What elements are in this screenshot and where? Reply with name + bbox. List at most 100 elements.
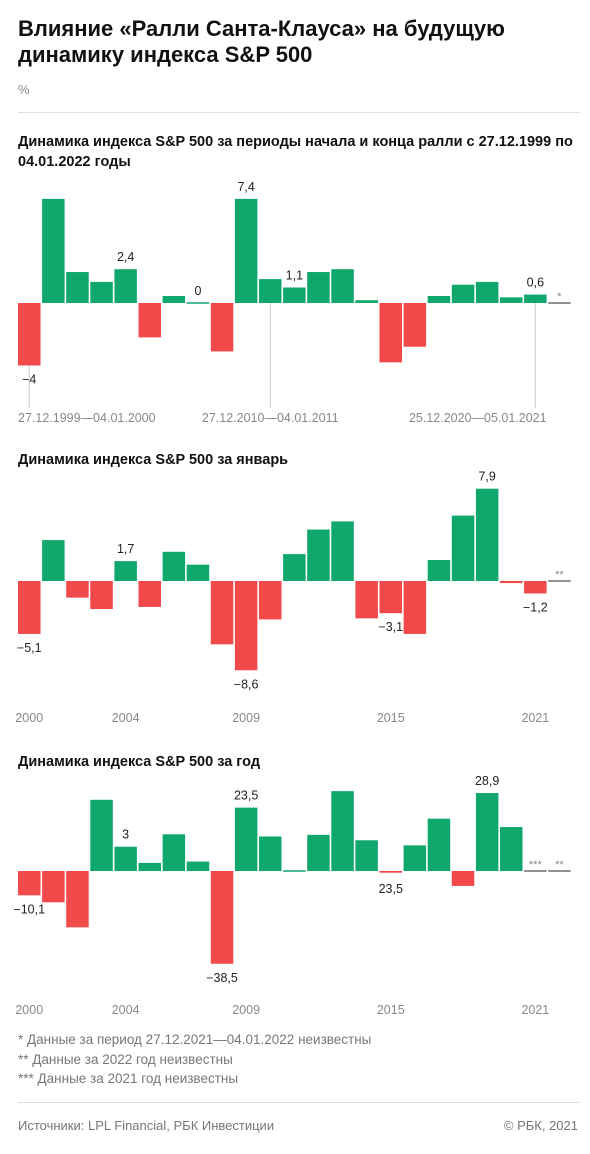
x-tick-label: 2021	[521, 1003, 549, 1017]
bar	[379, 871, 402, 873]
bar	[283, 554, 306, 581]
x-tick-label: 2015	[377, 711, 405, 725]
footnote: * Данные за период 27.12.2021—04.01.2022…	[18, 1032, 372, 1047]
data-label: −10,1	[13, 902, 45, 916]
bar	[331, 269, 354, 303]
bar	[186, 861, 210, 871]
bar	[500, 827, 523, 871]
bar	[355, 581, 378, 619]
bar	[500, 297, 523, 303]
chart-title-rally: Динамика индекса S&P 500 за периоды нача…	[18, 134, 573, 170]
data-label: 1,7	[117, 542, 134, 556]
chart-rally: −4 2,4 0 7,4 1,1 0,6 * 27.12.1999—04.01.2000 27.…	[18, 180, 571, 425]
bar	[403, 581, 427, 634]
bar	[259, 836, 282, 871]
bar	[234, 581, 258, 671]
bar	[331, 521, 354, 581]
bar	[162, 295, 186, 303]
bar	[307, 529, 330, 581]
missing-data-marker: **	[555, 859, 564, 871]
bar	[451, 871, 475, 886]
data-label: −1,2	[523, 600, 548, 614]
chart-title-year: Динамика индекса S&P 500 за год	[18, 754, 261, 770]
data-label: −8,6	[234, 677, 259, 691]
bar	[138, 303, 161, 338]
chart-title-january: Динамика индекса S&P 500 за январь	[18, 452, 289, 468]
data-label: 3	[122, 828, 129, 842]
x-tick-label: 2015	[377, 1003, 405, 1017]
bar	[18, 581, 41, 634]
x-tick-label: 2009	[232, 711, 260, 725]
bar	[162, 834, 186, 871]
bar	[475, 281, 499, 303]
data-label: −4	[22, 373, 36, 387]
x-tick-label: 2009	[232, 1003, 260, 1017]
bar	[90, 281, 113, 303]
bar	[210, 871, 234, 964]
data-label: 0,6	[527, 276, 544, 290]
bar	[18, 303, 41, 366]
bar	[114, 561, 137, 581]
bar	[283, 287, 306, 303]
x-tick-label: 2004	[112, 711, 140, 725]
x-tick-label: 2000	[15, 711, 43, 725]
header-divider	[18, 112, 580, 113]
bar	[259, 581, 282, 620]
chart-year: −10,13−38,523,523,528,9*** **2000 2004 2009…	[13, 774, 571, 1017]
bar	[427, 295, 451, 303]
bar	[451, 515, 475, 581]
bar	[186, 564, 210, 581]
data-label: −3,1	[378, 620, 403, 634]
bar	[138, 862, 161, 871]
sources-text: Источники: LPL Financial, РБК Инвестиции	[18, 1118, 275, 1133]
bar	[259, 279, 282, 303]
bar	[524, 581, 547, 594]
bar	[451, 284, 475, 303]
x-tick-label: 2000	[15, 1003, 43, 1017]
bar	[66, 272, 89, 303]
bar	[427, 818, 451, 871]
bar	[42, 198, 65, 303]
bar	[42, 871, 65, 903]
data-label: 23,5	[234, 789, 258, 803]
bar	[524, 294, 547, 303]
copyright-text: © РБК, 2021	[503, 1118, 578, 1133]
bar	[66, 871, 89, 928]
chart-january: −5,1 1,7 −8,6 −3,1 7,9 −1,2 ** 2000 2004 2009 2015…	[15, 470, 571, 725]
bar	[379, 303, 402, 363]
bar	[210, 581, 234, 645]
missing-data-marker: *	[557, 291, 562, 303]
bar	[138, 581, 161, 607]
bar	[114, 846, 137, 871]
data-label: 1,1	[286, 269, 303, 283]
x-tick-label: 2004	[112, 1003, 140, 1017]
bar	[42, 540, 65, 581]
bar	[162, 551, 186, 581]
bar	[307, 272, 330, 303]
bar	[355, 840, 378, 871]
x-tick-label: 2021	[521, 711, 549, 725]
bar	[234, 198, 258, 303]
bar	[307, 834, 330, 871]
bar	[403, 845, 427, 871]
data-label: −5,1	[17, 641, 42, 655]
bar	[90, 581, 113, 610]
bar	[379, 581, 402, 614]
bar	[355, 300, 378, 303]
data-label: 7,4	[237, 180, 254, 194]
footnotes: * Данные за период 27.12.2021—04.01.2022…	[18, 1030, 371, 1089]
data-label: 2,4	[117, 250, 134, 264]
bar	[114, 269, 137, 303]
data-label: 7,9	[478, 470, 495, 484]
data-label: −38,5	[206, 971, 238, 985]
data-label: 28,9	[475, 774, 499, 788]
bar	[66, 581, 89, 598]
missing-data-marker: **	[555, 569, 564, 581]
bar	[234, 807, 258, 871]
x-tick-label: 27.12.1999—04.01.2000	[18, 411, 156, 425]
bar	[90, 799, 113, 871]
bar	[210, 303, 234, 352]
bar	[18, 871, 41, 896]
page-title: Влияние «Ралли Санта-Клауса» на будущую …	[18, 16, 505, 67]
data-label: 23,5	[379, 882, 403, 896]
